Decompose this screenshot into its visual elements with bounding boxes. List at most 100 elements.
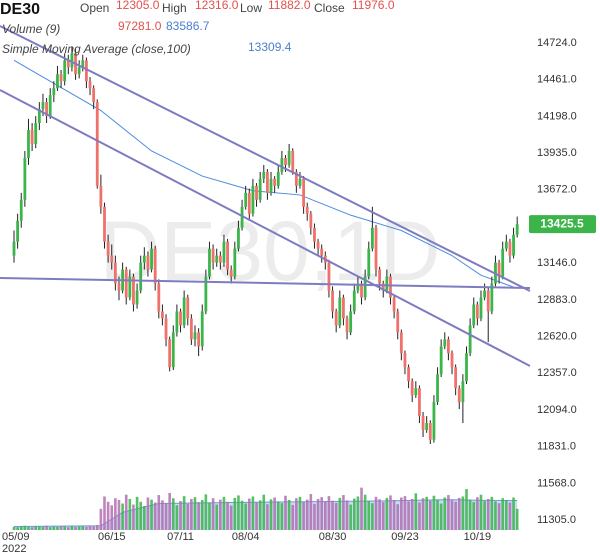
candle-body <box>313 227 316 242</box>
volume-bar <box>179 501 182 530</box>
low-label: Low <box>240 1 262 15</box>
candle-body <box>370 227 374 249</box>
volume-bar <box>421 498 425 530</box>
candle-body <box>450 353 454 368</box>
candle-body <box>316 241 320 249</box>
volume-bar <box>418 502 421 530</box>
candle-body <box>150 248 153 270</box>
open-value: 12305.0 <box>116 0 160 12</box>
candle-body <box>457 388 461 403</box>
candle-body <box>479 297 483 319</box>
candle-body <box>291 150 295 172</box>
volume-bar <box>280 503 284 530</box>
candle-body <box>132 276 135 305</box>
volume-bar <box>287 500 291 530</box>
trend-line <box>0 25 531 292</box>
volume-bar <box>38 526 41 530</box>
candle-body <box>439 346 443 375</box>
candle-body <box>421 416 425 431</box>
candle-body <box>345 318 349 333</box>
candle-body <box>197 332 201 347</box>
candle-body <box>95 102 99 186</box>
candle-body <box>117 283 121 291</box>
volume-bar <box>168 492 171 530</box>
candle-body <box>222 241 226 263</box>
volume-bar <box>342 495 345 530</box>
volume-bar <box>512 497 515 530</box>
last-price-tag <box>529 215 596 234</box>
volume-bar <box>74 526 77 530</box>
volume-bar <box>443 497 447 530</box>
candle-body <box>27 130 30 158</box>
volume-value: 97281.0 <box>118 19 162 33</box>
volume-bar <box>316 498 320 530</box>
volume-bar <box>77 526 81 530</box>
volume-bar <box>128 498 132 530</box>
y-tick-label: 11831.0 <box>537 441 576 453</box>
volume-bar <box>182 496 186 530</box>
sma-label: Simple Moving Average (close,100) <box>2 42 191 56</box>
candle-body <box>157 283 161 312</box>
volume-bar <box>324 501 327 530</box>
volume-bar <box>302 502 305 530</box>
volume-bar <box>432 495 436 530</box>
y-tick-label: 11568.0 <box>537 477 576 489</box>
high-label: High <box>162 1 187 15</box>
volume-bar <box>410 498 414 530</box>
open-label: Open <box>80 1 109 15</box>
volume-bar <box>59 526 63 530</box>
volume-bar <box>392 500 396 530</box>
volume-bar <box>92 526 95 530</box>
candle-body <box>77 67 81 75</box>
close-label: Close <box>314 1 345 15</box>
last-price-label: 13425.5 <box>540 216 584 230</box>
volume-label: Volume (9) <box>2 22 60 36</box>
volume-bar <box>251 496 255 530</box>
candle-body <box>447 339 450 354</box>
volume-bar <box>70 525 74 530</box>
candle-body <box>113 262 117 284</box>
candle-body <box>465 353 468 382</box>
x-tick-label: 05/09 <box>2 531 30 543</box>
candle-body <box>200 311 204 347</box>
volume-bar <box>461 496 465 530</box>
candle-body <box>139 262 143 291</box>
volume-bar <box>483 501 486 530</box>
drawings <box>0 25 531 367</box>
sma-value: 13309.4 <box>248 40 292 54</box>
volume-bar <box>110 505 114 530</box>
volume-bar <box>273 497 276 530</box>
candle-body <box>407 367 410 382</box>
volume-bar <box>385 497 389 530</box>
candle-body <box>92 88 96 103</box>
candle-body <box>16 220 20 242</box>
low-value: 11882.0 <box>268 0 311 12</box>
candle-body <box>179 311 182 326</box>
candle-body <box>410 381 414 396</box>
volume-bar <box>295 498 298 530</box>
volume-bar <box>352 498 356 530</box>
volume-bar <box>305 499 309 530</box>
volume-bar <box>81 526 85 530</box>
candle-body <box>146 255 150 270</box>
candle-body <box>468 325 472 354</box>
candle-body <box>360 283 363 298</box>
volume-bar <box>429 500 432 530</box>
candle-body <box>255 185 258 200</box>
volume-bar <box>450 500 454 530</box>
volume-bar <box>363 494 367 530</box>
candle-body <box>363 276 367 298</box>
x-tick-label: 10/19 <box>464 531 492 543</box>
volume-bar <box>331 500 334 530</box>
candle-body <box>226 241 229 270</box>
x-tick-label: 08/04 <box>232 531 260 543</box>
candle-body <box>508 241 512 256</box>
volume-bar <box>490 496 494 530</box>
x-tick-label: 08/30 <box>319 531 347 543</box>
y-tick-label: 12357.0 <box>537 367 577 379</box>
candle-body <box>428 423 432 440</box>
volume-ma-value: 83586.7 <box>166 19 210 33</box>
volume-bar <box>454 501 457 530</box>
